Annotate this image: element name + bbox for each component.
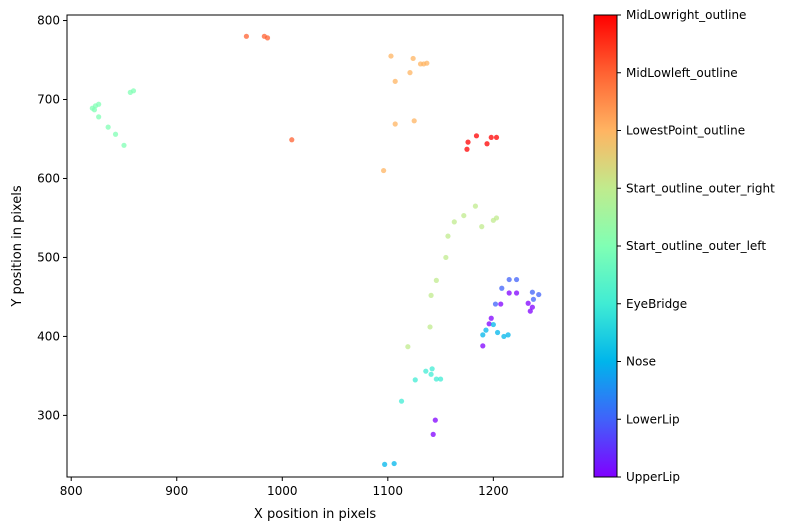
colorbar-tick-label: Nose — [626, 355, 656, 369]
point-lowestpoint-outline — [411, 118, 417, 124]
point-lowerlip — [536, 291, 542, 298]
point-upperlip — [525, 300, 531, 306]
colorbar-tick-label: LowestPoint_outline — [626, 124, 745, 138]
point-start-outline-outer-left — [105, 124, 111, 130]
point-start-outline-outer-right — [443, 254, 449, 261]
x-axis-ticks: 800 900 1000 1100 1200 — [60, 477, 509, 498]
point-nose — [480, 332, 486, 338]
point-start-outline-outer-right — [433, 277, 439, 283]
point-eyebridge — [398, 398, 405, 404]
point-eyebridge — [433, 376, 439, 382]
point-upperlip — [527, 308, 533, 314]
colorbar-tick-label: LowerLip — [626, 412, 680, 426]
point-upperlip — [506, 290, 512, 296]
point-lowestpoint-outline — [392, 78, 398, 84]
point-start-outline-outer-left — [96, 101, 102, 107]
colorbar-tick-label: EyeBridge — [626, 297, 687, 311]
point-nose — [501, 333, 507, 340]
point-start-outline-outer-left — [91, 107, 98, 113]
colorbar-ticks: UpperLip LowerLip Nose EyeBridge Start_outli… — [617, 8, 775, 484]
point-lowerlip — [492, 301, 499, 307]
point-start-outline-outer-right — [405, 344, 411, 350]
point-start-outline-outer-right — [445, 233, 451, 239]
point-lowestpoint-outline — [410, 55, 416, 62]
point-nose — [505, 332, 511, 338]
point-midlowright-outline — [484, 141, 490, 147]
y-axis-label: Y position in pixels — [10, 185, 25, 307]
plot-frame — [66, 14, 564, 478]
x-tick-label: 1200 — [478, 484, 509, 498]
y-tick-label: 700 — [37, 93, 60, 107]
point-lowestpoint-outline — [381, 167, 387, 174]
y-tick-label: 300 — [37, 408, 60, 422]
point-start-outline-outer-left — [130, 88, 137, 94]
point-eyebridge — [429, 366, 435, 372]
point-start-outline-outer-left — [121, 142, 127, 148]
plot-background — [67, 15, 563, 477]
point-upperlip — [513, 290, 520, 296]
point-nose — [382, 461, 388, 467]
point-upperlip — [488, 315, 494, 321]
point-midlowleft-outline — [264, 35, 271, 41]
point-nose — [494, 329, 501, 336]
point-midlowright-outline — [464, 146, 470, 152]
x-tick-label: 800 — [60, 484, 83, 498]
point-lowestpoint-outline — [407, 70, 413, 76]
point-lowestpoint-outline — [424, 60, 430, 66]
point-midlowright-outline — [473, 133, 480, 139]
point-start-outline-outer-right — [493, 215, 500, 221]
point-lowestpoint-outline — [392, 121, 398, 127]
y-tick-label: 500 — [37, 250, 60, 264]
point-nose — [483, 327, 489, 333]
point-eyebridge — [428, 371, 434, 377]
point-nose — [490, 321, 496, 328]
x-tick-label: 1000 — [267, 484, 298, 498]
y-tick-label: 600 — [37, 171, 60, 185]
point-start-outline-outer-right — [427, 324, 433, 330]
point-eyebridge — [412, 377, 418, 383]
colorbar-tick-label: MidLowleft_outline — [626, 66, 738, 80]
point-start-outline-outer-right — [451, 219, 457, 225]
point-eyebridge — [423, 368, 429, 374]
point-start-outline-outer-left — [112, 131, 119, 137]
point-upperlip — [432, 417, 438, 423]
point-start-outline-outer-right — [428, 292, 434, 298]
point-start-outline-outer-right — [461, 212, 467, 219]
point-midlowright-outline — [465, 139, 471, 145]
x-tick-label: 900 — [165, 484, 188, 498]
point-lowerlip — [529, 289, 536, 295]
point-midlowleft-outline — [289, 137, 295, 143]
point-lowerlip — [499, 285, 505, 291]
point-upperlip — [480, 343, 486, 349]
point-upperlip — [498, 301, 504, 307]
point-lowerlip — [530, 296, 537, 302]
point-midlowright-outline — [493, 134, 500, 141]
point-nose — [391, 460, 397, 467]
colorbar-tick-label: Start_outline_outer_right — [626, 181, 775, 195]
point-start-outline-outer-right — [472, 203, 479, 209]
point-start-outline-outer-right — [479, 224, 485, 230]
y-axis-ticks: 300 400 500 600 700 800 — [37, 14, 67, 422]
point-upperlip — [430, 431, 436, 437]
point-midlowright-outline — [488, 134, 494, 141]
point-midlowleft-outline — [243, 33, 249, 39]
point-eyebridge — [437, 376, 444, 382]
colorbar-tick-label: UpperLip — [626, 470, 680, 484]
colorbar-tick-label: MidLowright_outline — [626, 8, 746, 22]
point-upperlip — [486, 321, 492, 327]
point-upperlip — [529, 304, 536, 310]
x-axis-label: X position in pixels — [254, 507, 376, 522]
y-tick-label: 400 — [37, 329, 60, 343]
data-points — [89, 33, 542, 467]
point-lowestpoint-outline — [388, 53, 394, 59]
colorbar-tick-label: Start_outline_outer_left — [626, 239, 766, 253]
point-lowerlip — [513, 276, 520, 283]
point-start-outline-outer-left — [96, 114, 102, 120]
colorbar — [593, 14, 618, 478]
y-tick-label: 800 — [37, 14, 60, 28]
x-tick-label: 1100 — [373, 484, 404, 498]
point-lowerlip — [506, 276, 512, 283]
